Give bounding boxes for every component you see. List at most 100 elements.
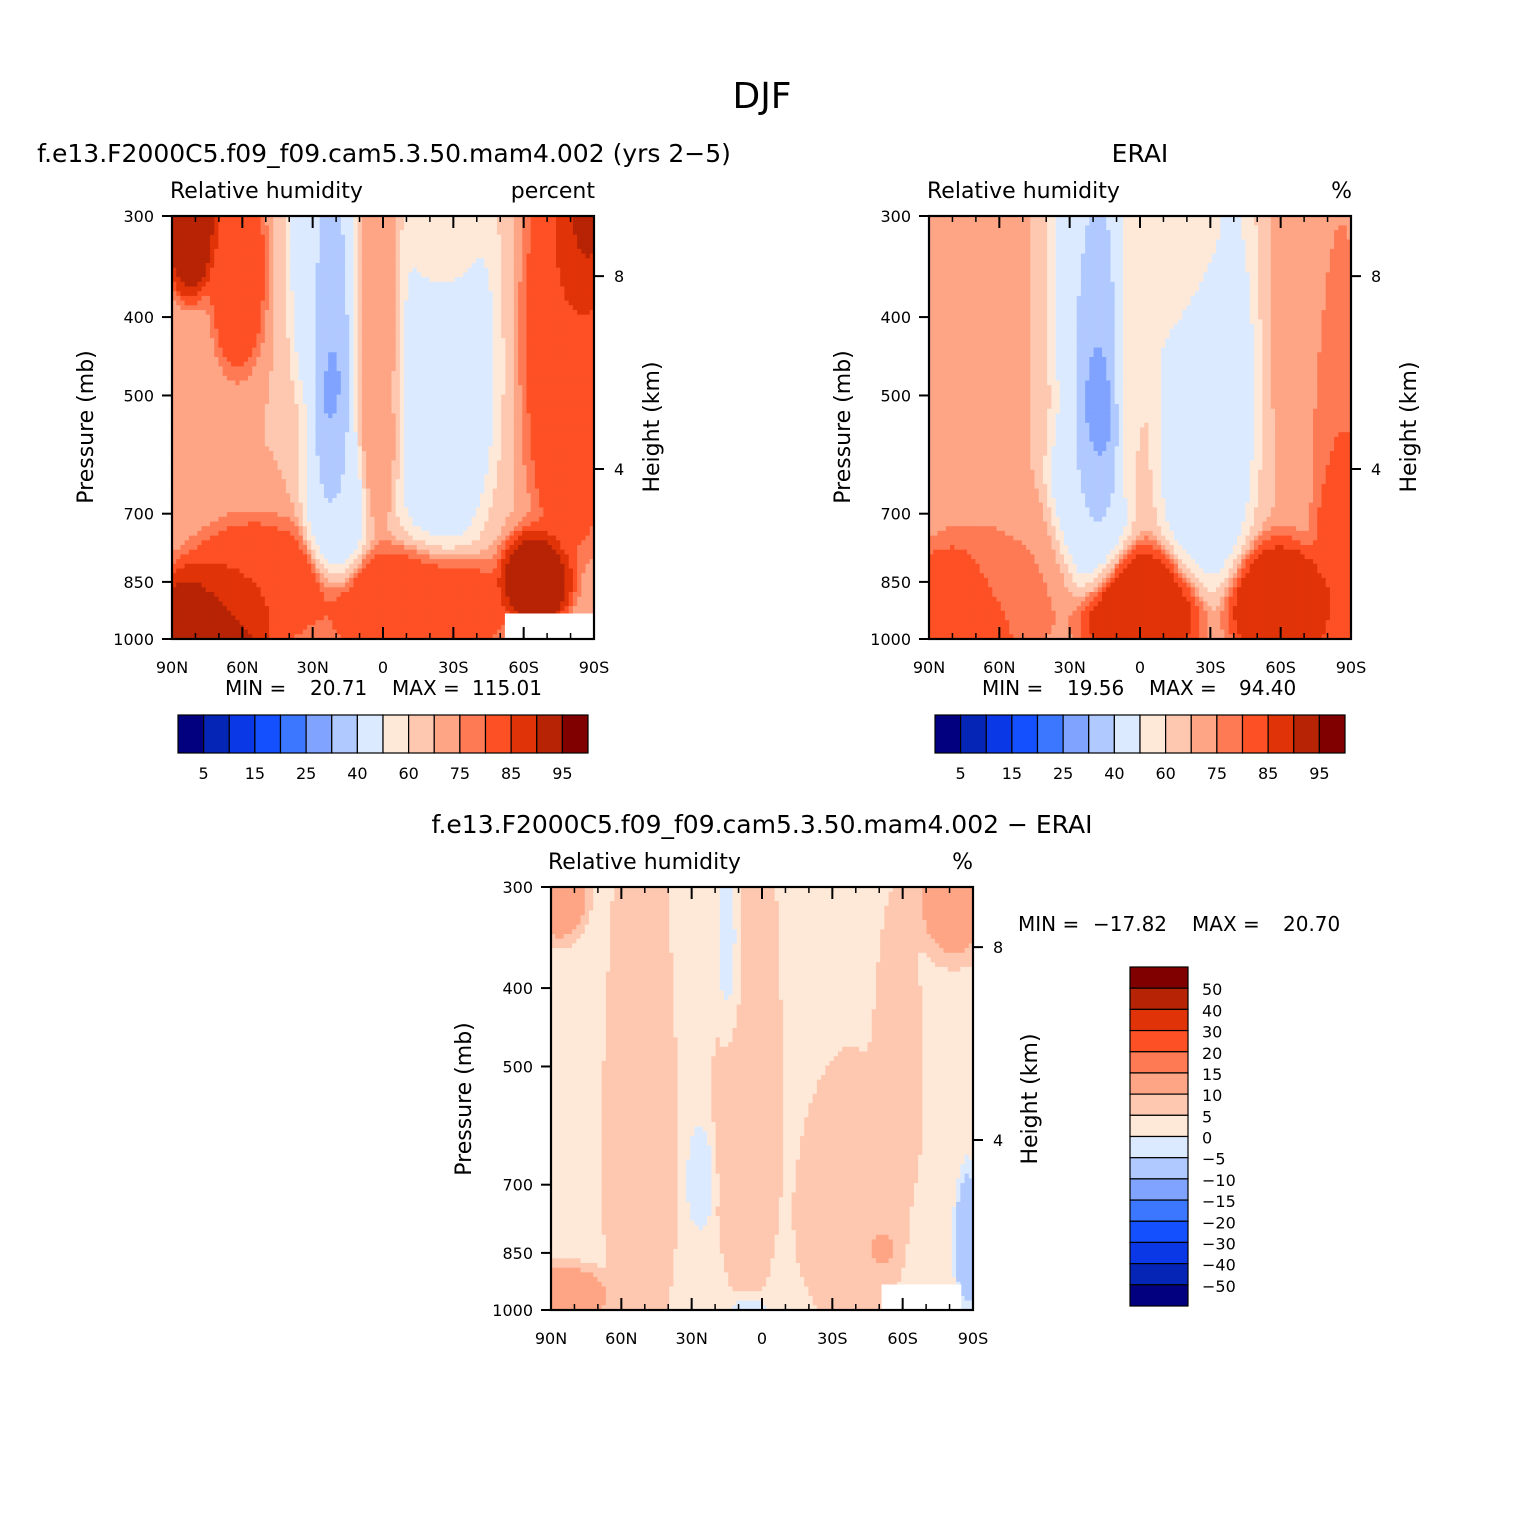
contour-cell [463,343,468,348]
contour-cell [244,230,249,235]
contour-cell [548,310,553,315]
contour-cell [294,240,299,245]
contour-cell [261,409,266,414]
contour-cell [573,268,578,273]
contour-cell [269,235,274,240]
contour-cell [556,230,561,235]
contour-cell [522,319,527,324]
contour-cell [577,221,582,226]
contour-cell [252,366,257,371]
contour-cell [413,301,418,306]
contour-cell [307,249,312,254]
contour-cell [442,371,447,376]
contour-cell [404,291,409,296]
contour-cell [315,409,320,414]
contour-cell [358,315,363,320]
contour-cell [421,277,426,282]
contour-cell [231,282,236,287]
contour-cell [252,301,257,306]
contour-cell [417,263,422,268]
contour-cell [227,413,232,418]
contour-cell [278,376,283,381]
contour-cell [278,329,283,334]
contour-cell [526,385,531,390]
contour-cell [480,381,485,386]
contour-cell [404,437,409,442]
contour-cell [206,225,211,230]
contour-cell [581,272,586,277]
contour-cell [273,404,278,409]
contour-cell [510,409,515,414]
contour-cell [337,221,342,226]
contour-cell [256,385,261,390]
contour-cell [235,310,240,315]
contour-cell [231,404,236,409]
contour-cell [218,338,223,343]
contour-cell [206,329,211,334]
contour-cell [442,254,447,259]
contour-cell [434,371,439,376]
contour-cell [324,230,329,235]
contour-cell [425,399,430,404]
contour-cell [505,310,510,315]
contour-cell [501,240,506,245]
contour-cell [489,385,494,390]
panel-model-right-axis-label: Height (km) [640,361,665,492]
contour-cell [455,230,460,235]
contour-cell [265,225,270,230]
contour-cell [472,235,477,240]
contour-cell [324,399,329,404]
contour-cell [514,296,519,301]
contour-cell [400,268,405,273]
contour-cell [307,338,312,343]
contour-cell [375,442,380,447]
contour-cell [404,423,409,428]
contour-cell [214,390,219,395]
contour-cell [391,272,396,277]
contour-cell [497,254,502,259]
contour-cell [214,334,219,339]
contour-cell [223,277,228,282]
contour-cell [442,409,447,414]
contour-cell [404,277,409,282]
contour-cell [400,409,405,414]
contour-cell [560,296,565,301]
contour-cell [341,329,346,334]
contour-cell [400,254,405,259]
contour-cell [569,282,574,287]
contour-cell [408,310,413,315]
contour-cell [586,277,591,282]
contour-cell [413,254,418,259]
contour-cell [180,319,185,324]
contour-cell [362,240,367,245]
contour-cell [370,272,375,277]
contour-cell [535,221,540,226]
contour-cell [235,230,240,235]
contour-cell [514,301,519,306]
contour-cell [446,348,451,353]
contour-cell [379,291,384,296]
contour-cell [586,301,591,306]
contour-cell [383,366,388,371]
contour-cell [421,442,426,447]
contour-cell [286,338,291,343]
contour-cell [282,348,287,353]
contour-cell [244,329,249,334]
contour-cell [299,282,304,287]
contour-cell [522,272,527,277]
contour-cell [429,272,434,277]
contour-cell [455,334,460,339]
contour-cell [442,272,447,277]
contour-cell [231,268,236,273]
contour-cell [362,310,367,315]
contour-cell [362,381,367,386]
contour-cell [573,258,578,263]
contour-cell [202,366,207,371]
contour-cell [463,235,468,240]
contour-cell [472,381,477,386]
contour-cell [375,282,380,287]
contour-cell [577,404,582,409]
contour-cell [269,291,274,296]
contour-cell [286,272,291,277]
contour-cell [299,230,304,235]
